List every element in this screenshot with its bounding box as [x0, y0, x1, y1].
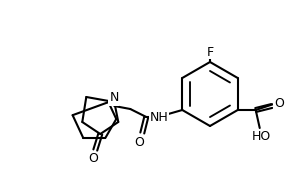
Text: F: F: [207, 45, 214, 58]
Text: O: O: [88, 152, 98, 165]
Text: N: N: [109, 92, 118, 105]
Text: O: O: [274, 96, 284, 109]
Text: NH: NH: [150, 111, 169, 124]
Text: O: O: [134, 135, 144, 148]
Text: HO: HO: [252, 130, 271, 143]
Text: N: N: [110, 91, 119, 104]
